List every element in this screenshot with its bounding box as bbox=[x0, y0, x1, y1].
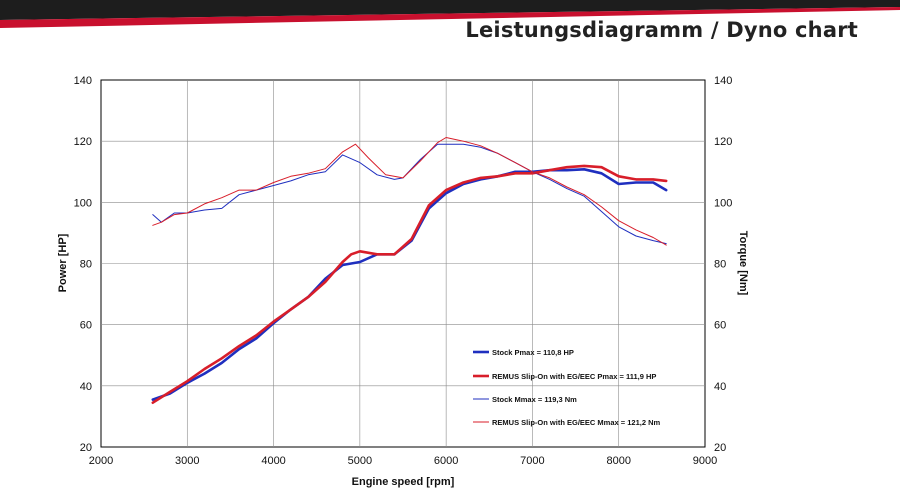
x-tick-label: 2000 bbox=[89, 455, 113, 467]
x-tick-label: 6000 bbox=[434, 455, 458, 467]
y-tick-label: 40 bbox=[80, 381, 92, 393]
y2-tick-label: 40 bbox=[714, 381, 726, 393]
grid-lines bbox=[101, 80, 705, 447]
header-banner bbox=[0, 0, 900, 28]
x-axis-label: Engine speed [rpm] bbox=[352, 476, 455, 488]
y2-tick-label: 100 bbox=[714, 197, 732, 209]
page-title: Leistungsdiagramm / Dyno chart bbox=[465, 18, 858, 42]
x-tick-label: 5000 bbox=[348, 455, 372, 467]
legend-label-stock-power: Stock Pmax = 110,8 HP bbox=[492, 348, 574, 357]
y-tick-label: 100 bbox=[74, 197, 92, 209]
banner-red-stripe bbox=[0, 7, 900, 28]
series-line-remus-power bbox=[151, 164, 668, 405]
legend-label-remus-power: REMUS Slip-On with EG/EEC Pmax = 111,9 H… bbox=[492, 372, 656, 381]
y-tick-label: 80 bbox=[80, 259, 92, 271]
y2-tick-label: 60 bbox=[714, 320, 726, 332]
y-axis-label: Power [HP] bbox=[57, 233, 69, 292]
y2-tick-label: 80 bbox=[714, 259, 726, 271]
y-tick-label: 20 bbox=[80, 442, 92, 454]
banner-dark-band bbox=[0, 0, 900, 20]
x-tick-label: 8000 bbox=[606, 455, 630, 467]
x-tick-label: 9000 bbox=[693, 455, 717, 467]
legend-label-stock-torque: Stock Mmax = 119,3 Nm bbox=[492, 395, 577, 404]
series-line-remus-torque bbox=[152, 137, 667, 246]
y2-axis-label: Torque [Nm] bbox=[737, 231, 749, 296]
legend: Stock Pmax = 110,8 HP REMUS Slip-On with… bbox=[473, 348, 660, 427]
x-tick-label: 4000 bbox=[261, 455, 285, 467]
y-tick-label: 120 bbox=[74, 136, 92, 148]
y2-tick-label: 20 bbox=[714, 442, 726, 454]
series-lines bbox=[151, 137, 668, 405]
y2-tick-label: 140 bbox=[714, 75, 732, 87]
y-tick-label: 140 bbox=[74, 75, 92, 87]
x-tick-label: 3000 bbox=[175, 455, 199, 467]
y2-tick-label: 120 bbox=[714, 136, 732, 148]
y-tick-label: 60 bbox=[80, 320, 92, 332]
x-tick-label: 7000 bbox=[520, 455, 544, 467]
legend-label-remus-torque: REMUS Slip-On with EG/EEC Mmax = 121,2 N… bbox=[492, 418, 660, 427]
